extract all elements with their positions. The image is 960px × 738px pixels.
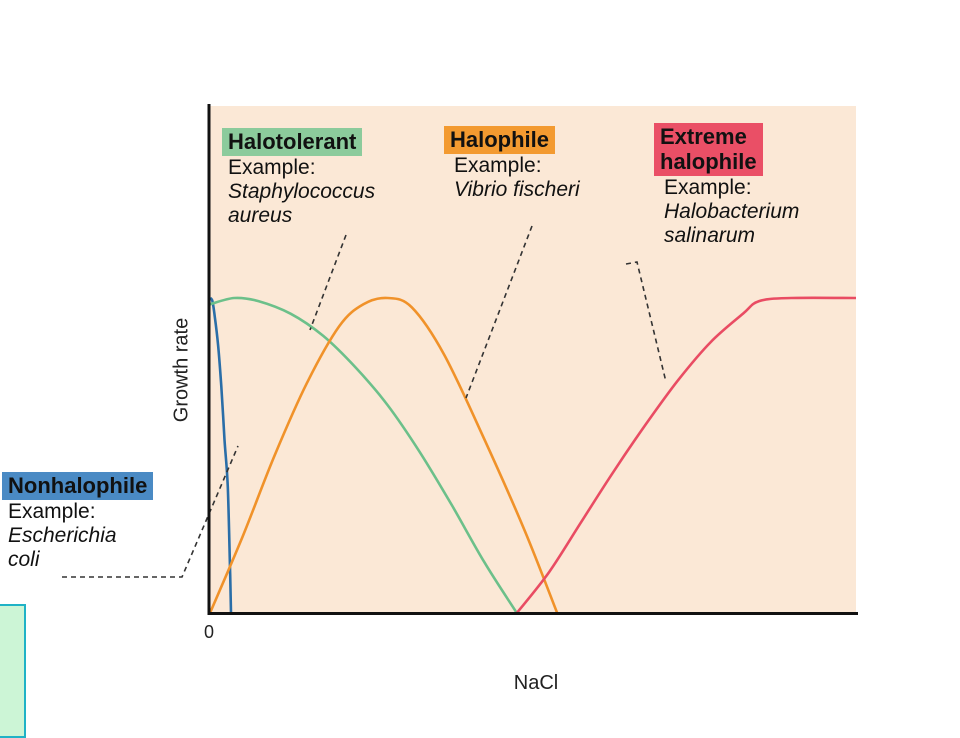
species-name: Escherichia <box>8 524 117 547</box>
example-label: Example: <box>664 176 752 199</box>
legend-halotolerant: Halotolerant Example: Staphylococcus aur… <box>222 128 375 228</box>
series-line-halotolerant <box>209 296 518 614</box>
x-tick-label-zero: 0 <box>203 622 215 642</box>
category-label-halophile: Halophile <box>444 126 556 154</box>
species-name: aureus <box>228 204 293 227</box>
leader-line-extreme-halophile <box>625 261 667 383</box>
side-panel-fragment <box>0 604 26 738</box>
species-name: Vibrio fischeri <box>454 178 580 201</box>
category-label-line: Extreme <box>660 124 747 149</box>
series-line-extreme-halophile <box>515 296 857 614</box>
species-name: salinarum <box>664 224 756 247</box>
legend-nonhalophile: Nonhalophile Example: Escherichia coli <box>2 472 154 572</box>
example-label: Example: <box>228 156 316 179</box>
category-label-nonhalophile: Nonhalophile <box>2 472 154 500</box>
example-label: Example: <box>8 500 96 523</box>
species-name: coli <box>8 548 40 571</box>
leader-line-nonhalophile <box>62 445 239 578</box>
y-axis-label: Growth rate <box>170 317 193 423</box>
leader-line-halophile <box>465 225 533 399</box>
legend-halophile: Halophile Example: Vibrio fischeri <box>444 126 580 202</box>
category-label-halotolerant: Halotolerant <box>222 128 363 156</box>
category-label-extreme-halophile: Extreme halophile <box>654 123 763 176</box>
species-name: Staphylococcus <box>228 180 376 203</box>
category-label-line: halophile <box>660 149 757 174</box>
growth-rate-chart <box>62 104 858 615</box>
legend-extreme-halophile: Extreme halophile Example: Halobacterium… <box>654 123 799 248</box>
x-axis-label: NaCl <box>513 672 559 694</box>
leader-line-halotolerant <box>309 234 347 331</box>
chart-stage: Growth rate NaCl 0 Halotolerant Example:… <box>0 104 858 738</box>
series-line-halophile <box>208 296 559 614</box>
species-name: Halobacterium <box>664 200 800 223</box>
series-line-nonhalophile <box>208 296 233 614</box>
example-label: Example: <box>454 154 542 177</box>
